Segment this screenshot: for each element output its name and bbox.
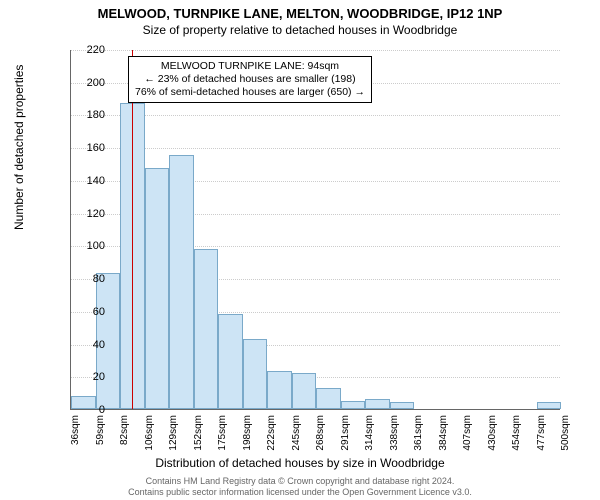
y-tick-label: 20 xyxy=(65,371,105,383)
y-tick-label: 100 xyxy=(65,240,105,252)
histogram-bar xyxy=(194,249,219,409)
y-axis-label: Number of detached properties xyxy=(12,65,26,230)
x-tick-label: 430sqm xyxy=(487,415,498,455)
histogram-bar xyxy=(390,402,415,409)
x-tick-label: 384sqm xyxy=(438,415,449,455)
footer-line-2: Contains public sector information licen… xyxy=(0,487,600,498)
plot-area: MELWOOD TURNPIKE LANE: 94sqm ← 23% of de… xyxy=(70,50,560,410)
gridline xyxy=(71,50,560,51)
x-tick-label: 36sqm xyxy=(70,415,81,455)
x-tick-label: 222sqm xyxy=(266,415,277,455)
y-tick-label: 220 xyxy=(65,44,105,56)
annotation-line-2: ← 23% of detached houses are smaller (19… xyxy=(135,73,365,86)
x-tick-label: 59sqm xyxy=(95,415,106,455)
x-tick-label: 361sqm xyxy=(413,415,424,455)
histogram-bar xyxy=(145,168,170,409)
histogram-bar xyxy=(218,314,243,409)
x-tick-label: 268sqm xyxy=(315,415,326,455)
reference-line xyxy=(132,50,133,409)
x-axis-label: Distribution of detached houses by size … xyxy=(0,456,600,470)
y-tick-label: 120 xyxy=(65,208,105,220)
y-tick-label: 60 xyxy=(65,306,105,318)
x-tick-label: 198sqm xyxy=(242,415,253,455)
x-tick-label: 338sqm xyxy=(389,415,400,455)
footer: Contains HM Land Registry data © Crown c… xyxy=(0,476,600,498)
x-tick-label: 407sqm xyxy=(462,415,473,455)
x-tick-label: 152sqm xyxy=(193,415,204,455)
x-tick-label: 500sqm xyxy=(560,415,571,455)
x-tick-label: 291sqm xyxy=(340,415,351,455)
histogram-bar xyxy=(169,155,194,409)
x-tick-label: 314sqm xyxy=(364,415,375,455)
y-tick-label: 140 xyxy=(65,175,105,187)
x-tick-label: 477sqm xyxy=(536,415,547,455)
histogram-bar xyxy=(243,339,268,409)
x-tick-label: 129sqm xyxy=(168,415,179,455)
plot xyxy=(70,50,560,410)
annotation-box: MELWOOD TURNPIKE LANE: 94sqm ← 23% of de… xyxy=(128,56,372,103)
x-tick-label: 245sqm xyxy=(291,415,302,455)
histogram-bar xyxy=(316,388,341,409)
x-tick-label: 454sqm xyxy=(511,415,522,455)
y-tick-label: 180 xyxy=(65,109,105,121)
x-tick-label: 106sqm xyxy=(144,415,155,455)
y-tick-label: 80 xyxy=(65,273,105,285)
annotation-line-1: MELWOOD TURNPIKE LANE: 94sqm xyxy=(135,60,365,73)
footer-line-1: Contains HM Land Registry data © Crown c… xyxy=(0,476,600,487)
y-tick-label: 40 xyxy=(65,339,105,351)
histogram-bar xyxy=(267,371,292,409)
chart-container: MELWOOD, TURNPIKE LANE, MELTON, WOODBRID… xyxy=(0,0,600,500)
x-tick-label: 82sqm xyxy=(119,415,130,455)
annotation-line-3: 76% of semi-detached houses are larger (… xyxy=(135,86,365,99)
y-tick-label: 200 xyxy=(65,77,105,89)
histogram-bar xyxy=(292,373,317,409)
chart-title: MELWOOD, TURNPIKE LANE, MELTON, WOODBRID… xyxy=(0,0,600,21)
y-tick-label: 160 xyxy=(65,142,105,154)
histogram-bar xyxy=(341,401,366,409)
histogram-bar xyxy=(365,399,390,409)
histogram-bar xyxy=(537,402,562,409)
chart-subtitle: Size of property relative to detached ho… xyxy=(0,21,600,37)
x-tick-label: 175sqm xyxy=(217,415,228,455)
